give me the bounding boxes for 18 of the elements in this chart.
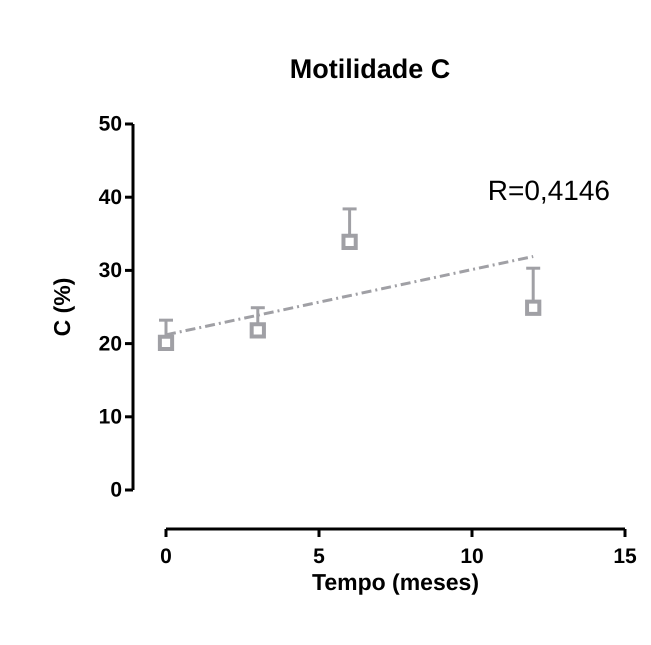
y-tick-label: 30 <box>98 259 122 282</box>
x-tick-label: 5 <box>313 545 326 568</box>
y-tick-label: 10 <box>98 406 122 429</box>
point <box>341 234 358 250</box>
point <box>158 334 174 351</box>
x-axis-title: Tempo (meses) <box>312 569 480 595</box>
chart-title: Motilidade C <box>290 54 450 84</box>
y-tick-label: 40 <box>98 186 122 209</box>
y-tick-label: 0 <box>110 478 122 502</box>
y-axis-title: C (%) <box>49 278 75 336</box>
point <box>250 322 266 339</box>
x-tick-label: 10 <box>460 545 484 568</box>
annotation: R=0,4146 <box>488 175 610 206</box>
x-tick-label: 15 <box>613 545 637 568</box>
y-tick-label: 50 <box>98 112 122 136</box>
point <box>525 300 542 316</box>
x-tick-label: 0 <box>160 545 172 568</box>
y-tick-label: 20 <box>98 332 122 356</box>
